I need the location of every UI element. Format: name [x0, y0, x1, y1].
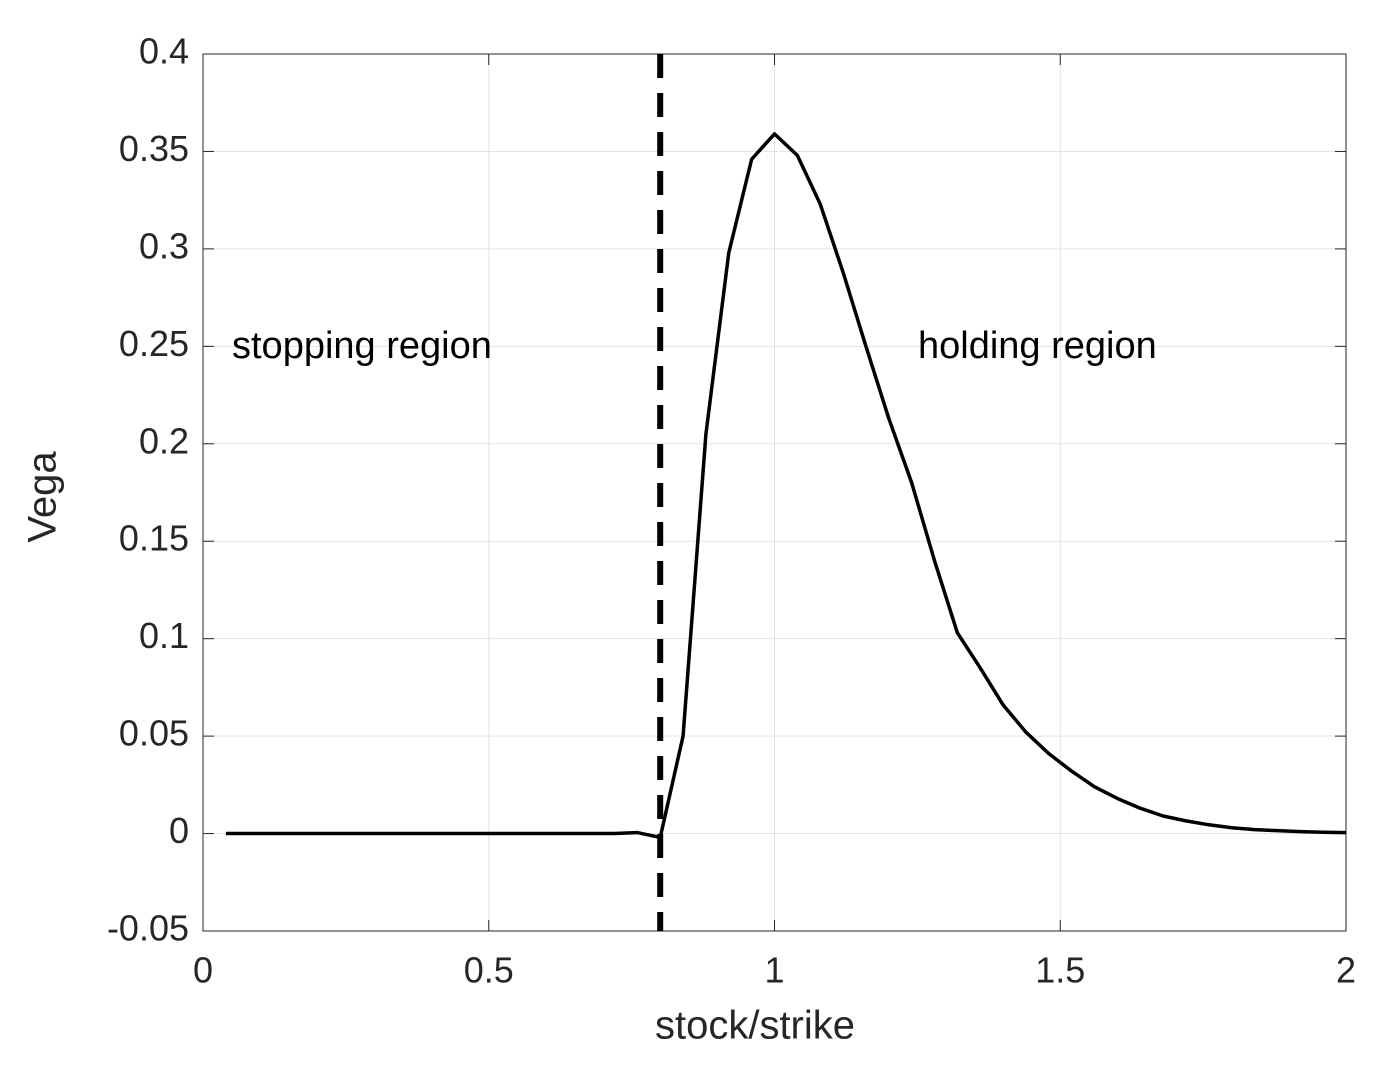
y-tick-label: 0.4: [139, 31, 189, 72]
y-tick-label: 0.15: [119, 518, 189, 559]
vega-line: [225, 132, 1347, 840]
x-tick-label: 0.5: [464, 950, 514, 991]
y-tick-label: -0.05: [107, 908, 189, 949]
y-tick-label: 0.05: [119, 713, 189, 754]
y-tick-label: 0.2: [139, 420, 189, 461]
y-tick-label: 0.35: [119, 128, 189, 169]
x-tick-label: 0: [193, 950, 213, 991]
region-annotation: holding region: [918, 325, 1157, 367]
y-tick-label: 0.3: [139, 225, 189, 266]
x-tick-label: 1.5: [1035, 950, 1085, 991]
y-tick-label: 0.25: [119, 323, 189, 364]
region-annotation: stopping region: [232, 325, 492, 367]
x-axis-label: stock/strike: [655, 1004, 855, 1048]
y-tick-label: 0.1: [139, 615, 189, 656]
plot-frame: [202, 53, 1347, 932]
y-axis-label: Vega: [21, 451, 65, 543]
y-tick-label: 0: [169, 810, 189, 851]
x-tick-label: 1: [764, 950, 784, 991]
x-tick-label: 2: [1336, 950, 1356, 991]
